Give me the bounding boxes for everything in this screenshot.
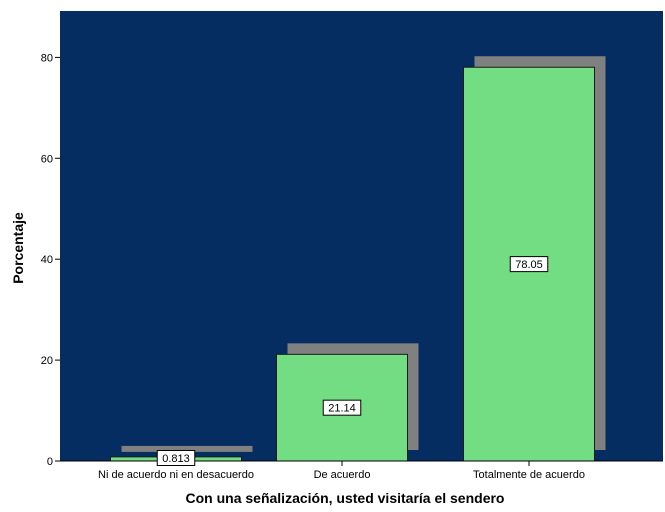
x-tick-label: Ni de acuerdo ni en desacuerdo — [98, 469, 254, 481]
y-tick-label: 0 — [47, 456, 53, 468]
y-tick-label: 60 — [41, 153, 53, 165]
x-axis-title: Con una señalización, usted visitaría el… — [186, 490, 505, 506]
bar-shadow — [121, 445, 253, 452]
x-tick-label: Totalmente de acuerdo — [473, 469, 585, 481]
data-label-box — [156, 450, 196, 466]
y-tick-label: 40 — [41, 254, 53, 266]
data-label-box — [509, 256, 549, 273]
y-tick-label: 80 — [41, 52, 53, 64]
y-axis-title: Porcentaje — [10, 212, 26, 284]
data-label-box — [322, 399, 362, 416]
data-labels: 0.813 21.14 78.05 — [156, 256, 549, 466]
x-axis: Ni de acuerdo ni en desacuerdo De acuerdo… — [60, 460, 663, 481]
y-tick-label: 20 — [41, 355, 53, 367]
y-axis: 0 20 40 60 80 — [41, 52, 60, 468]
data-label: 78.05 — [515, 259, 543, 271]
data-label: 21.14 — [328, 403, 356, 415]
data-label: 0.813 — [162, 453, 190, 465]
x-tick-label: De acuerdo — [314, 469, 371, 481]
